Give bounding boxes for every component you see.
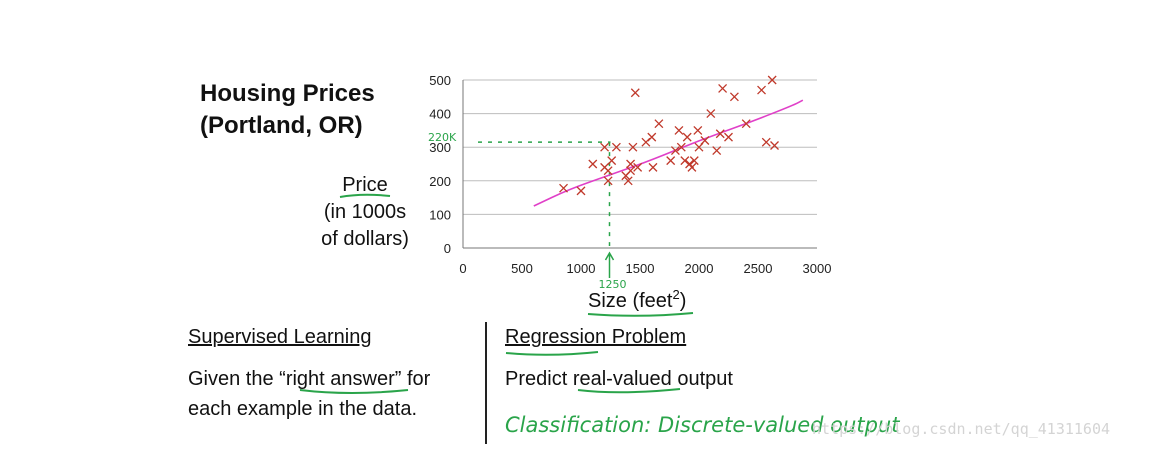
x-tick-label: 500: [511, 261, 533, 276]
y-tick-label: 100: [429, 207, 451, 222]
data-point: [741, 119, 751, 129]
real-valued-underline: [577, 388, 681, 394]
regression-problem-heading: Regression Problem: [505, 326, 687, 348]
grid: [462, 79, 817, 249]
tick-labels: 0 100 200 300 400 500 0 500 1000 1500 2000 2500 3000: [429, 73, 831, 276]
real-valued-emphasis: real-valued: [572, 368, 672, 390]
data-point: [626, 159, 636, 169]
data-point: [607, 156, 617, 166]
y-tick-label: 200: [429, 174, 451, 189]
x-tick-label: 3000: [803, 261, 832, 276]
data-point: [647, 132, 657, 142]
data-point: [687, 162, 697, 172]
data-point: [680, 156, 690, 166]
data-point: [666, 156, 676, 166]
data-point: [693, 125, 703, 135]
y-tick-label: 0: [444, 241, 451, 256]
query-annotation: 220K 1250: [428, 131, 627, 291]
data-point: [706, 109, 716, 119]
data-point: [770, 141, 779, 150]
data-point: [588, 159, 598, 169]
data-point: [670, 146, 680, 156]
right-answer-emphasis: right answer: [285, 368, 395, 390]
supervised-learning-line-2: each example in the data.: [188, 398, 418, 420]
section-divider: [485, 322, 487, 444]
y-tick-label: 300: [429, 140, 451, 155]
y-tick-label: 400: [429, 107, 451, 122]
chart-title: Housing Prices (Portland, OR): [200, 78, 375, 142]
x-tick-label: 2500: [744, 261, 773, 276]
y-axis-label-line-1: Price: [342, 174, 388, 196]
classification-note: Classification: Discrete-valued output: [505, 413, 900, 437]
regression-underline: [505, 351, 599, 356]
data-point: [623, 176, 633, 186]
price-underline: [339, 193, 391, 198]
data-point: [700, 136, 710, 145]
data-point: [630, 88, 640, 98]
data-point: [628, 142, 638, 152]
right-answer-underline: [299, 389, 409, 394]
data-point: [611, 142, 621, 152]
data-point: [633, 162, 643, 172]
x-axis-label: Size (feet2): [588, 287, 686, 312]
regression-line-1: Predict real-valued output: [505, 368, 733, 390]
data-point: [603, 176, 613, 186]
chart-title-line-2: (Portland, OR): [200, 112, 363, 139]
data-point: [715, 129, 725, 139]
data-point: [674, 125, 684, 135]
supervised-learning-line-1: Given the “right answer” for: [188, 368, 431, 390]
data-point: [712, 146, 722, 156]
data-point: [676, 142, 686, 152]
data-point: [757, 85, 766, 95]
data-point: [682, 132, 692, 142]
watermark: https://blog.csdn.net/qq_41311604: [812, 420, 1111, 438]
annotation-arrow: [604, 251, 615, 278]
chart-title-line-1: Housing Prices: [200, 80, 375, 107]
x-tick-label: 1000: [567, 261, 596, 276]
y-axis-label-line-2: (in 1000s: [323, 201, 407, 223]
x-tick-label: 2000: [685, 261, 714, 276]
data-point: [648, 162, 658, 172]
x-tick-label: 0: [459, 261, 466, 276]
data-point: [724, 132, 733, 142]
data-point: [689, 156, 699, 166]
data-point: [600, 142, 610, 152]
data-point: [626, 166, 636, 176]
annotation-x-value: 1250: [599, 278, 627, 291]
supervised-learning-heading: Supervised Learning: [188, 326, 372, 348]
data-points: [559, 75, 779, 196]
data-point: [729, 92, 739, 102]
y-axis-label: Price (in 1000s of dollars): [300, 172, 430, 253]
data-point: [654, 119, 664, 129]
annotation-y-value: 220K: [428, 131, 457, 144]
fit-curve: [533, 99, 804, 207]
y-axis-label-line-3: of dollars): [321, 228, 409, 250]
data-point: [603, 166, 613, 176]
data-point: [576, 186, 586, 196]
data-point: [767, 75, 777, 85]
data-point: [559, 183, 568, 193]
data-point: [761, 137, 771, 147]
fit-line: [533, 99, 804, 207]
data-point: [718, 83, 728, 93]
x-tick-label: 1500: [626, 261, 655, 276]
x-axis-label-underline: [587, 312, 694, 317]
y-tick-label: 500: [429, 73, 451, 88]
